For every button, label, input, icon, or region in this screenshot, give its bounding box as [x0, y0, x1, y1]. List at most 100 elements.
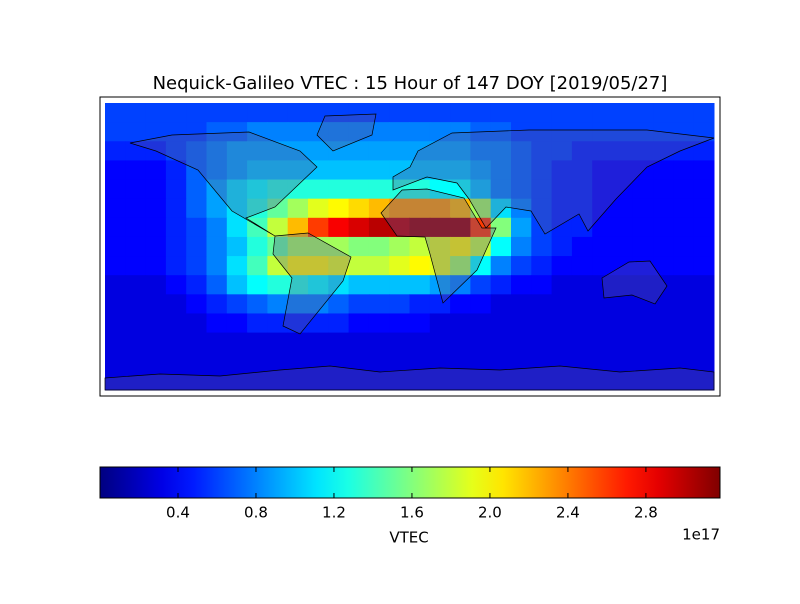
cell	[693, 351, 715, 372]
cell	[612, 217, 634, 238]
cell	[165, 141, 187, 161]
cell	[571, 294, 593, 314]
cell	[368, 275, 390, 295]
cell	[632, 160, 654, 181]
cell	[348, 141, 370, 161]
cell	[531, 141, 553, 161]
cell	[693, 275, 715, 295]
cell	[612, 198, 634, 219]
cell	[125, 351, 147, 372]
cell	[571, 160, 593, 181]
cell	[206, 179, 228, 200]
cell	[165, 179, 187, 200]
cell	[592, 256, 613, 276]
cell	[125, 256, 147, 276]
cell	[287, 236, 309, 257]
eurasia	[392, 129, 715, 235]
colorbar-tick-label: 1.6	[400, 504, 424, 522]
cell	[287, 294, 309, 314]
cell	[247, 103, 268, 123]
cell	[145, 103, 167, 123]
cell	[226, 370, 248, 391]
cell	[105, 370, 126, 391]
cell	[186, 141, 207, 161]
cell	[571, 332, 593, 353]
cell	[592, 217, 613, 238]
cell	[632, 217, 654, 238]
cell	[206, 217, 228, 238]
cell	[592, 313, 613, 334]
cell	[287, 256, 309, 276]
cell	[105, 179, 126, 200]
cell	[348, 256, 370, 276]
cell	[409, 370, 431, 391]
cell	[693, 294, 715, 314]
cell	[653, 236, 674, 257]
cell	[206, 332, 228, 353]
cell	[490, 313, 512, 334]
continents	[104, 113, 715, 391]
cell	[145, 179, 167, 200]
cell	[490, 141, 512, 161]
cell	[348, 217, 370, 238]
cell	[673, 351, 695, 372]
cell	[125, 160, 147, 181]
cell	[673, 160, 695, 181]
cell	[409, 294, 431, 314]
cell	[632, 275, 654, 295]
cell	[551, 103, 573, 123]
cell	[287, 122, 309, 142]
cell	[247, 236, 268, 257]
antarctica	[104, 365, 715, 391]
cell	[368, 370, 390, 391]
cell	[247, 256, 268, 276]
cell	[247, 332, 268, 353]
cell	[511, 179, 532, 200]
cell	[287, 275, 309, 295]
cell	[389, 351, 410, 372]
cell	[165, 294, 187, 314]
cell	[612, 332, 634, 353]
cell	[450, 160, 471, 181]
cell	[389, 313, 410, 334]
cell	[409, 275, 431, 295]
cell	[287, 217, 309, 238]
cell	[632, 332, 654, 353]
cell	[165, 198, 187, 219]
cell	[409, 351, 431, 372]
cell	[592, 294, 613, 314]
cell	[226, 313, 248, 334]
cell	[653, 370, 674, 391]
cell	[490, 179, 512, 200]
cell	[450, 256, 471, 276]
africa	[380, 188, 497, 304]
cell	[389, 256, 410, 276]
cell	[348, 351, 370, 372]
australia	[601, 260, 668, 305]
cell	[531, 179, 553, 200]
cell	[632, 351, 654, 372]
cell	[450, 370, 471, 391]
cell	[511, 217, 532, 238]
cell	[165, 370, 187, 391]
cell	[226, 294, 248, 314]
cell	[470, 198, 492, 219]
cell	[145, 275, 167, 295]
cell	[490, 351, 512, 372]
cell	[125, 198, 147, 219]
cell	[328, 370, 350, 391]
cell	[450, 141, 471, 161]
cell	[165, 160, 187, 181]
cell	[551, 198, 573, 219]
cell	[531, 370, 553, 391]
cell	[206, 313, 228, 334]
cell	[673, 141, 695, 161]
cell	[125, 122, 147, 142]
cell	[592, 198, 613, 219]
cell	[511, 351, 532, 372]
cell	[267, 294, 289, 314]
cell	[267, 141, 289, 161]
cell	[247, 160, 268, 181]
cell	[429, 370, 451, 391]
cell	[348, 370, 370, 391]
